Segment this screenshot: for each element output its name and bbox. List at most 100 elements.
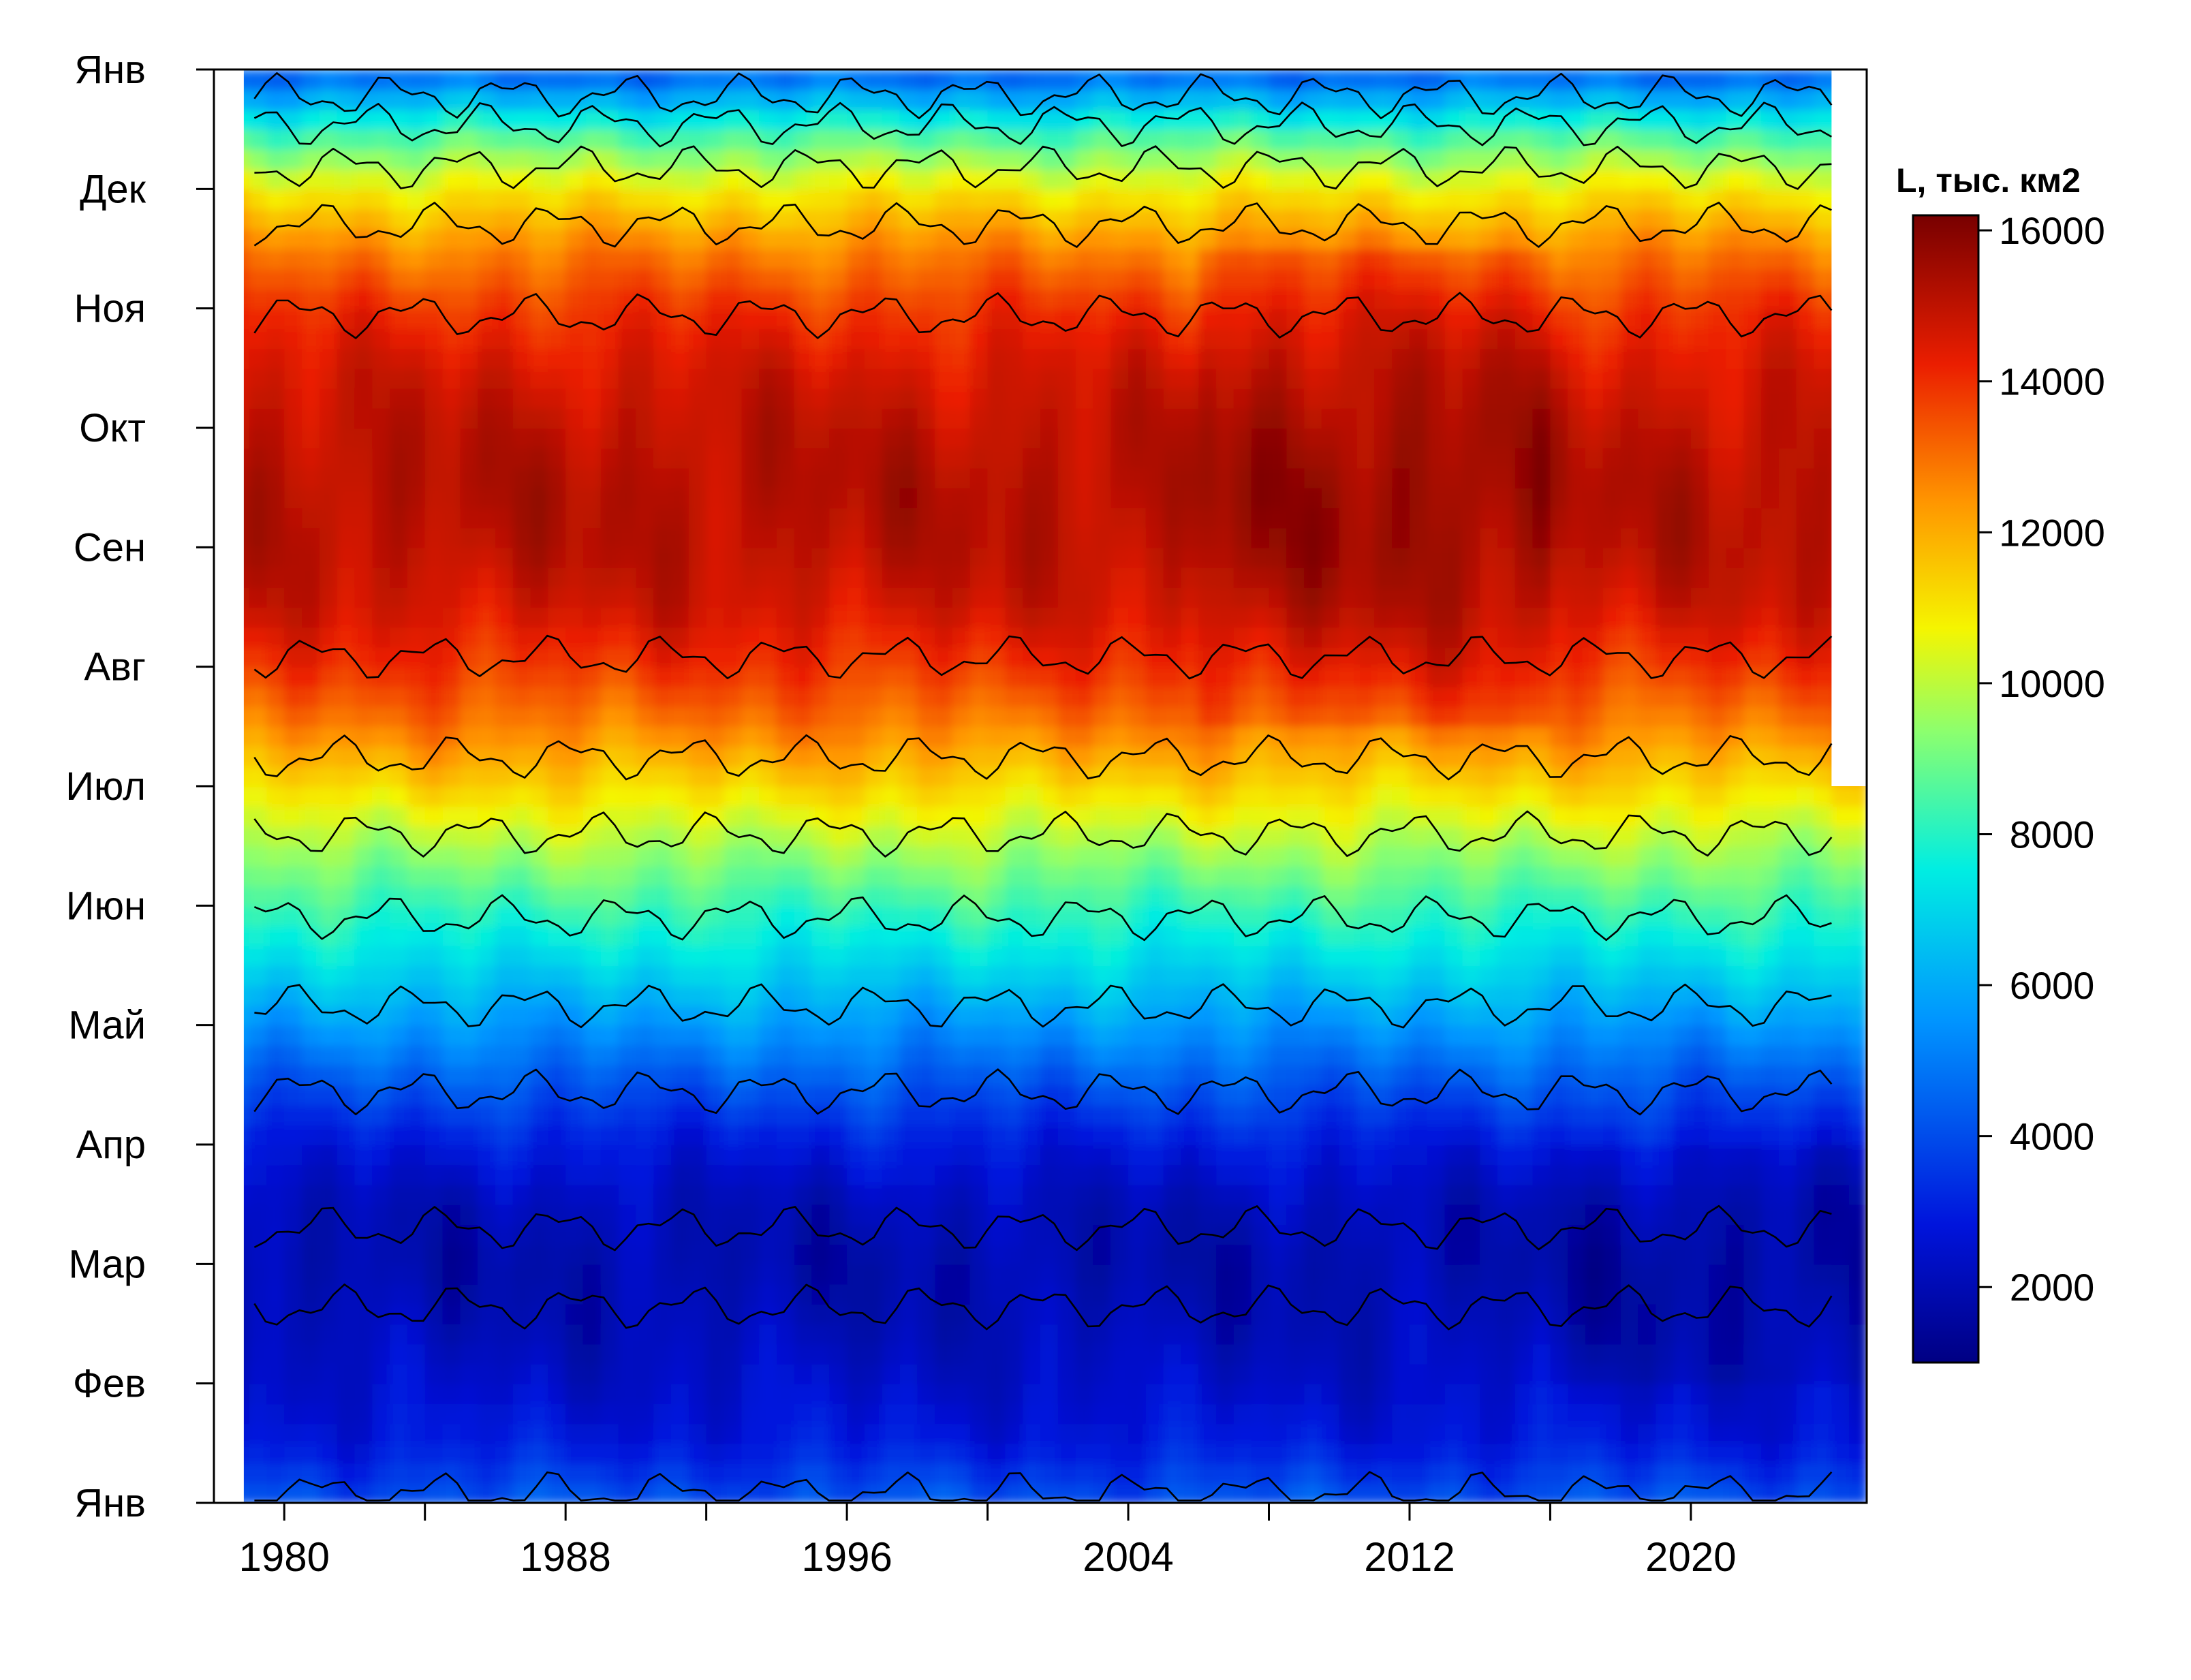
heatmap-cell	[935, 1184, 954, 1205]
heatmap-cell	[1163, 1025, 1182, 1046]
heatmap-cell	[636, 368, 655, 389]
heatmap-cell	[548, 487, 567, 509]
heatmap-cell	[478, 786, 497, 807]
heatmap-cell	[1005, 428, 1024, 449]
heatmap-cell	[1269, 129, 1288, 151]
heatmap-cell	[882, 467, 901, 488]
heatmap-cell	[1075, 766, 1094, 788]
heatmap-cell	[618, 1244, 637, 1265]
heatmap-cell	[847, 647, 866, 668]
heatmap-cell	[548, 647, 567, 668]
heatmap-cell	[794, 1124, 813, 1146]
heatmap-cell	[671, 1303, 690, 1325]
heatmap-cell	[1023, 1044, 1042, 1066]
heatmap-cell	[1005, 467, 1024, 488]
heatmap-cell	[478, 1463, 497, 1484]
heatmap-cell	[1321, 368, 1340, 389]
heatmap-cell	[1339, 1443, 1358, 1464]
heatmap-cell	[565, 1244, 585, 1265]
heatmap-cell	[882, 1284, 901, 1305]
heatmap-cell	[1321, 448, 1340, 469]
heatmap-cell	[1075, 368, 1094, 389]
heatmap-cell	[1163, 925, 1182, 946]
heatmap-cell	[1356, 228, 1376, 250]
heatmap-cell	[952, 448, 971, 469]
heatmap-cell	[249, 587, 268, 608]
heatmap-cell	[987, 448, 1006, 469]
heatmap-cell	[600, 208, 619, 230]
heatmap-cell	[917, 607, 936, 628]
heatmap-cell	[1075, 726, 1094, 747]
heatmap-cell	[1304, 1124, 1323, 1146]
heatmap-cell	[337, 1284, 356, 1305]
heatmap-cell	[1374, 348, 1393, 369]
heatmap-cell	[512, 1264, 531, 1285]
heatmap-cell	[1356, 985, 1376, 1006]
heatmap-cell	[706, 1224, 725, 1245]
heatmap-cell	[671, 607, 690, 628]
heatmap-cell	[671, 1025, 690, 1046]
heatmap-cell	[1392, 647, 1411, 668]
heatmap-cell	[671, 407, 690, 429]
heatmap-cell	[478, 288, 497, 309]
heatmap-cell	[548, 845, 567, 867]
heatmap-cell	[935, 109, 954, 130]
heatmap-cell	[864, 448, 883, 469]
heatmap-cell	[636, 1324, 655, 1345]
heatmap-cell	[548, 945, 567, 967]
heatmap-cell	[917, 527, 936, 548]
heatmap-cell	[1321, 945, 1340, 967]
heatmap-cell	[724, 1463, 743, 1484]
heatmap-cell	[1286, 627, 1305, 648]
heatmap-cell	[424, 1443, 444, 1464]
heatmap-cell	[1339, 527, 1358, 548]
heatmap-cell	[829, 647, 848, 668]
heatmap-cell	[302, 886, 321, 907]
heatmap-cell	[512, 1383, 531, 1405]
heatmap-cell	[495, 507, 514, 529]
heatmap-cell	[899, 567, 918, 588]
heatmap-cell	[354, 1463, 373, 1484]
heatmap-cell	[811, 547, 830, 568]
heatmap-cell	[1216, 547, 1235, 568]
heatmap-cell	[741, 189, 760, 210]
heatmap-cell	[864, 1443, 883, 1464]
heatmap-cell	[1093, 587, 1112, 608]
heatmap-cell	[354, 249, 373, 270]
heatmap-cell	[1286, 567, 1305, 588]
heatmap-cell	[618, 1184, 637, 1205]
heatmap-cell	[1163, 1463, 1182, 1484]
heatmap-cell	[618, 328, 637, 349]
heatmap-cell	[354, 607, 373, 628]
heatmap-cell	[776, 706, 795, 728]
heatmap-cell	[1075, 507, 1094, 529]
heatmap-cell	[460, 89, 479, 110]
heatmap-cell	[1023, 467, 1042, 488]
heatmap-cell	[582, 428, 602, 449]
heatmap-cell	[864, 726, 883, 747]
heatmap-cell	[847, 1065, 866, 1086]
heatmap-cell	[1374, 746, 1393, 767]
heatmap-cell	[337, 109, 356, 130]
heatmap-cell	[899, 1363, 918, 1384]
heatmap-cell	[935, 567, 954, 588]
heatmap-cell	[284, 467, 303, 488]
heatmap-cell	[1392, 1044, 1411, 1066]
heatmap-cell	[952, 268, 971, 290]
heatmap-cell	[407, 826, 426, 847]
heatmap-cell	[1075, 89, 1094, 110]
heatmap-cell	[794, 1482, 813, 1503]
heatmap-cell	[969, 1403, 989, 1425]
heatmap-cell	[530, 845, 549, 867]
heatmap-cell	[759, 766, 778, 788]
heatmap-cell	[478, 428, 497, 449]
heatmap-cell	[495, 368, 514, 389]
heatmap-cell	[882, 268, 901, 290]
heatmap-cell	[618, 527, 637, 548]
heatmap-cell	[1286, 1324, 1305, 1345]
heatmap-cell	[266, 149, 285, 170]
heatmap-cell	[969, 228, 989, 250]
heatmap-cell	[1005, 288, 1024, 309]
heatmap-cell	[390, 368, 409, 389]
heatmap-cell	[706, 587, 725, 608]
